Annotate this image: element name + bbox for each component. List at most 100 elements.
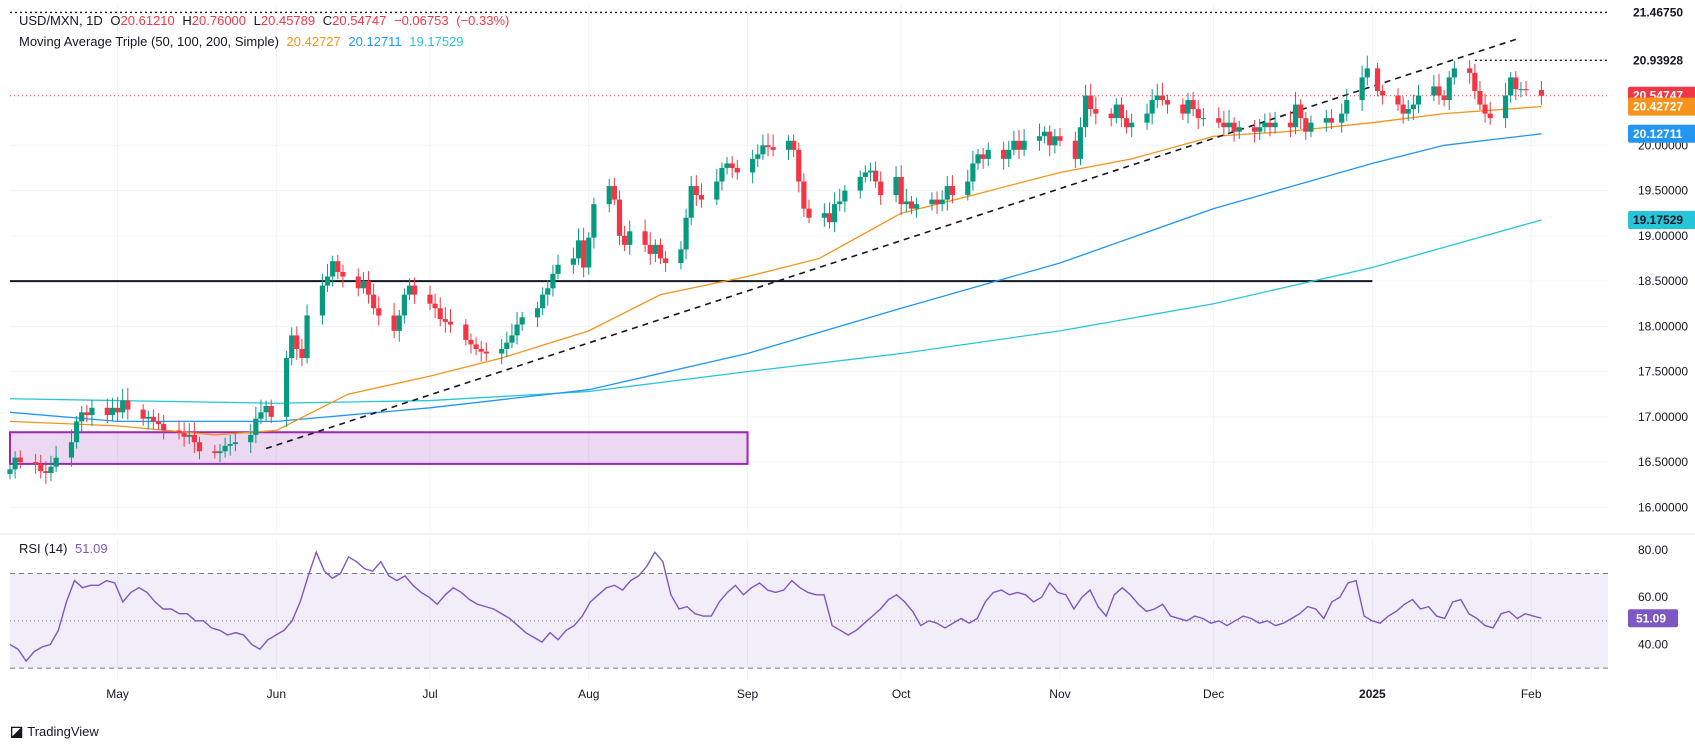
candle-body [898,176,904,205]
candle-body [1072,140,1078,159]
price-tick-label: 18.00000 [1638,319,1688,333]
candle-body [1292,104,1299,128]
candle-body [1052,136,1058,146]
candle-body [299,348,305,359]
candle-body [657,244,664,259]
rsi-tick-label: 80.00 [1638,543,1668,557]
candle-body [48,466,54,473]
price-tick-label: 17.00000 [1638,410,1688,424]
candle-body [1477,90,1483,105]
candle-body [821,213,827,218]
candle-body [1472,72,1478,91]
rsi-tick-label: 40.00 [1638,638,1668,652]
candle-body [1047,131,1053,146]
candle-body [1006,149,1012,159]
candle-body [478,348,484,352]
candle-body [17,457,23,463]
price-tick-label: 19.00000 [1638,229,1688,243]
candle-body [217,451,223,454]
candle-body [432,303,438,309]
candle-body [1431,86,1437,96]
candle-body [1164,100,1171,105]
candle-body [483,351,489,354]
rsi-line [9,550,1542,663]
candle-body [12,457,18,470]
candle-body [294,335,300,349]
candle-body [1451,68,1457,78]
candle-body [1405,109,1411,114]
high-label: H20.76000 [182,13,247,28]
candle-body [647,244,653,254]
candle-body [734,167,740,173]
candle-body [837,201,843,205]
candle-body [985,149,991,159]
rsi-value: 51.09 [75,541,108,556]
candle-body [540,294,546,309]
candle-body [468,339,474,345]
candle-body [1502,95,1509,119]
candle-body [555,264,561,274]
candle-body [442,319,448,322]
price-tag [1628,124,1695,143]
candle-body [872,170,879,182]
candle-body [1308,122,1314,132]
date-tick-label: Sep [737,687,759,701]
candle-body [652,244,658,254]
candle-body [719,167,725,182]
candle-body [222,445,228,452]
candle-body [1123,118,1130,128]
candle-body [1364,68,1370,78]
candle-body [1195,109,1201,119]
candle-body [1118,104,1125,119]
candle-body [155,421,162,425]
candle-body [191,434,197,443]
candle-body [586,237,592,268]
candle-body [1149,100,1155,114]
candle-body [360,281,367,289]
candle-body [750,158,756,173]
symbol-header: USD/MXN, 1D O20.61210 H20.76000 L20.4578… [19,13,513,28]
candle-body [1200,118,1206,120]
date-tick-label: 2025 [1359,687,1386,701]
candle-body [867,170,874,173]
candle-body [145,416,151,419]
candle-body [33,462,39,464]
price-tag [1628,97,1695,116]
candle-body [832,204,838,223]
candle-body [678,249,684,263]
candle-body [109,407,116,416]
candle-body [1036,136,1043,141]
candle-body [232,442,238,445]
candle-body [1272,122,1278,128]
candle-body [570,258,576,265]
candle-body [975,154,981,164]
candle-body [355,276,361,289]
low-label: L20.45789 [253,13,316,28]
candle-body [120,400,126,413]
candle-body [693,186,699,196]
candle-body [196,442,203,452]
candle-body [965,181,971,196]
candle-body [970,163,976,182]
candle-body [1144,113,1150,123]
candle-body [1538,90,1545,96]
candle-body [1129,122,1135,128]
ma50-value: 20.42727 [286,34,341,49]
candle-body [913,204,920,209]
candle-body [79,412,85,422]
candle-body [248,434,254,443]
candle-body [770,147,776,150]
date-tick-label: Nov [1049,687,1070,701]
candle-body [1257,127,1263,132]
candle-body [616,199,623,236]
price-tag [1628,3,1695,22]
candle-body [688,186,694,218]
candle-body [1374,68,1381,91]
candle-body [376,308,382,316]
candle-body [324,276,331,286]
candle-body [1523,89,1529,91]
candle-body [591,204,597,238]
change-percent: (−0.33%) [456,13,510,28]
tradingview-icon: ◪ [10,723,23,739]
candle-body [1467,68,1473,73]
